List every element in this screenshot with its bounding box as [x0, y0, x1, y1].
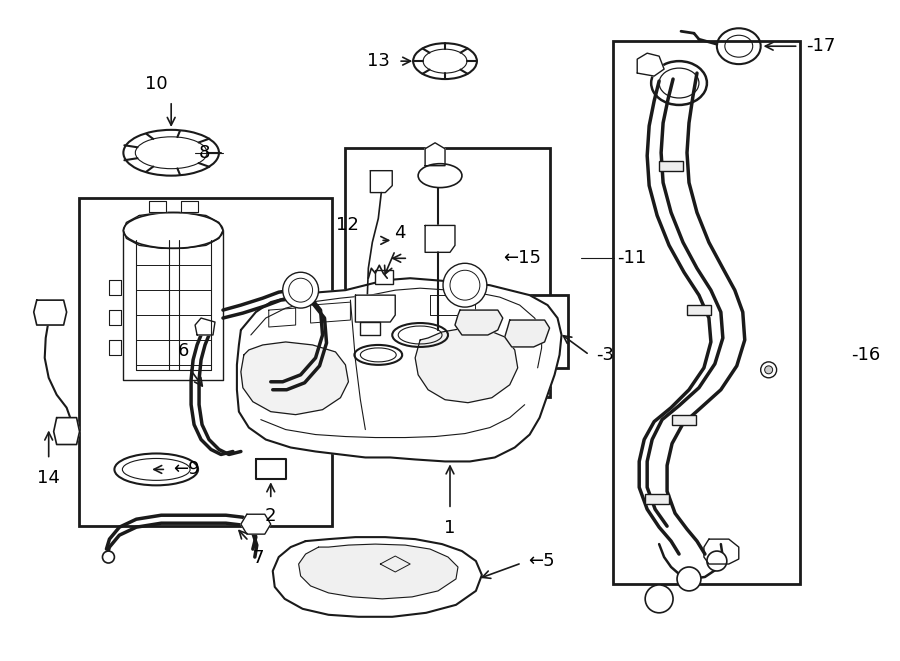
Circle shape	[765, 366, 772, 374]
Text: 2: 2	[265, 507, 276, 525]
Text: 7: 7	[253, 549, 265, 567]
Bar	[78, 198, 332, 526]
Text: 10: 10	[145, 75, 167, 93]
Polygon shape	[110, 310, 122, 325]
Polygon shape	[425, 143, 445, 166]
Circle shape	[450, 270, 480, 300]
Polygon shape	[273, 537, 482, 617]
Text: -3: -3	[597, 346, 615, 364]
Polygon shape	[370, 171, 392, 192]
Polygon shape	[415, 328, 518, 403]
Circle shape	[677, 567, 701, 591]
Polygon shape	[110, 280, 122, 295]
Text: 4: 4	[394, 224, 406, 243]
Circle shape	[283, 272, 319, 308]
Text: 13: 13	[367, 52, 391, 70]
Polygon shape	[54, 418, 79, 444]
Text: 1: 1	[445, 519, 455, 537]
Bar	[375, 270, 393, 284]
Circle shape	[645, 585, 673, 613]
Polygon shape	[455, 310, 503, 335]
Polygon shape	[241, 342, 348, 414]
Circle shape	[760, 362, 777, 378]
Polygon shape	[505, 320, 550, 347]
Circle shape	[103, 551, 114, 563]
Text: 14: 14	[37, 469, 60, 487]
Text: -11: -11	[617, 249, 646, 267]
Circle shape	[289, 278, 312, 302]
Circle shape	[443, 263, 487, 307]
Polygon shape	[356, 295, 395, 322]
Polygon shape	[34, 300, 67, 325]
Bar	[659, 161, 683, 171]
Text: 8: 8	[199, 143, 211, 162]
Text: 12: 12	[336, 216, 358, 235]
Polygon shape	[149, 200, 166, 212]
Polygon shape	[637, 53, 664, 76]
Bar	[687, 305, 711, 315]
Polygon shape	[299, 544, 458, 599]
Polygon shape	[195, 318, 215, 335]
Polygon shape	[241, 514, 271, 534]
Bar	[613, 41, 799, 584]
Bar	[438, 295, 568, 368]
Text: 6: 6	[177, 342, 189, 360]
Text: -16: -16	[850, 346, 880, 364]
Polygon shape	[110, 340, 122, 355]
Bar	[672, 414, 696, 424]
Polygon shape	[237, 278, 562, 461]
Bar	[346, 148, 550, 397]
Text: ←15: ←15	[504, 249, 542, 267]
Polygon shape	[425, 225, 455, 253]
Text: ←5: ←5	[527, 552, 554, 570]
Polygon shape	[256, 459, 285, 479]
Text: -17: -17	[806, 37, 836, 56]
Polygon shape	[123, 212, 223, 249]
Bar	[645, 494, 669, 504]
Text: ←9: ←9	[173, 461, 200, 479]
Circle shape	[706, 551, 727, 571]
Polygon shape	[181, 200, 198, 212]
Polygon shape	[360, 322, 381, 335]
